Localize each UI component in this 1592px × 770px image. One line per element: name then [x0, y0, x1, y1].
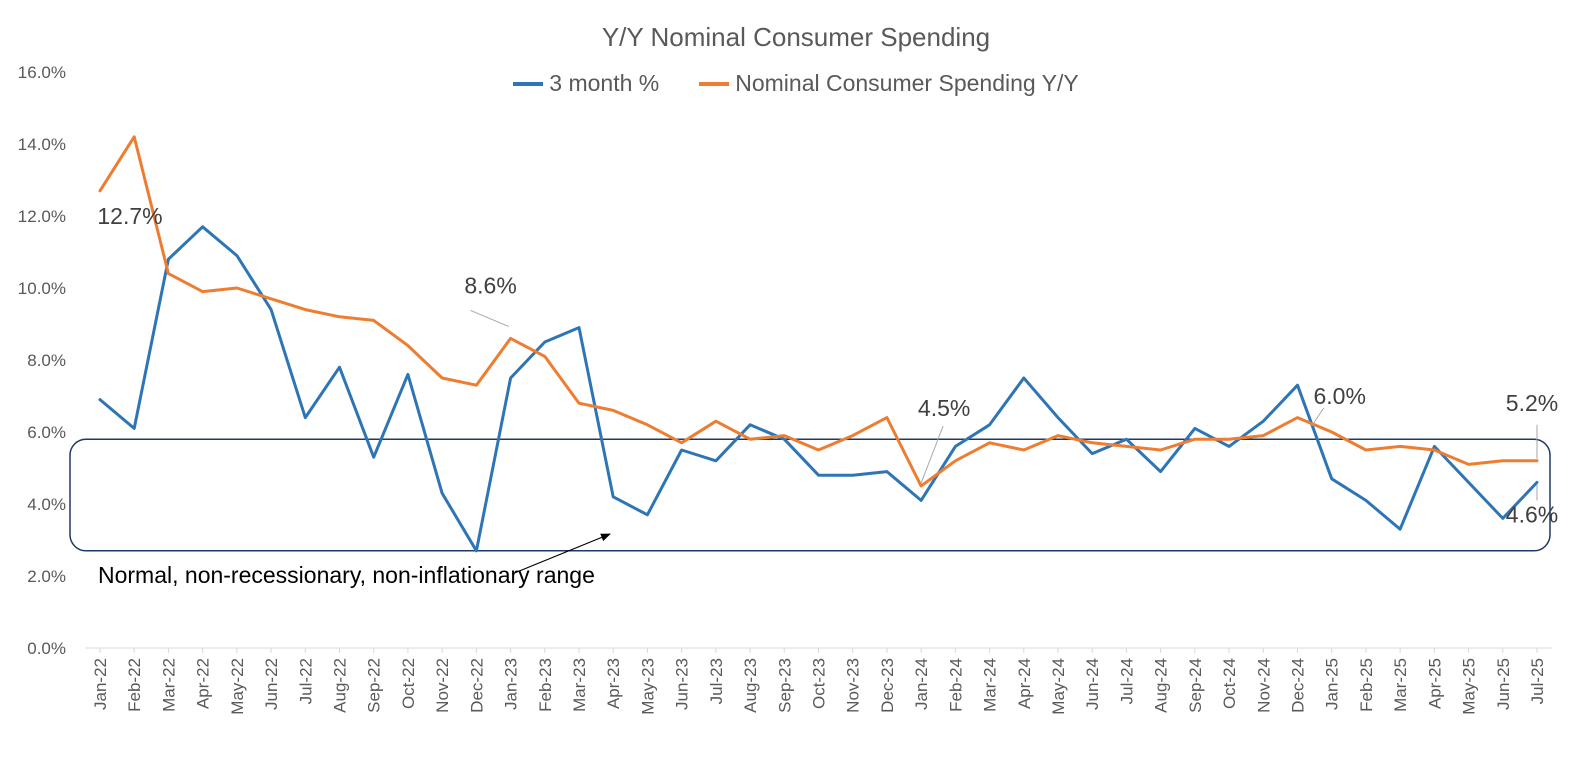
data-label: 12.7% — [97, 203, 162, 229]
annotation-leader-line — [920, 425, 944, 484]
y-tick-label: 10.0% — [18, 279, 66, 298]
x-tick-label: Feb-24 — [946, 658, 965, 712]
x-tick-label: Apr-23 — [604, 658, 623, 709]
y-tick-label: 12.0% — [18, 207, 66, 226]
x-tick-label: Jul-25 — [1528, 658, 1547, 704]
annotation-leader-line — [1311, 407, 1325, 427]
y-tick-label: 16.0% — [18, 63, 66, 82]
x-tick-label: May-23 — [638, 658, 657, 715]
x-tick-label: Aug-24 — [1152, 658, 1171, 713]
data-label: 5.2% — [1506, 390, 1558, 416]
x-tick-label: Mar-22 — [159, 658, 178, 712]
data-label: 4.6% — [1506, 501, 1558, 527]
x-tick-label: Oct-24 — [1220, 658, 1239, 709]
y-tick-label: 6.0% — [27, 423, 66, 442]
data-label: 4.5% — [918, 395, 970, 421]
x-tick-label: Jun-24 — [1083, 658, 1102, 710]
x-tick-label: Feb-23 — [536, 658, 555, 712]
y-tick-label: 8.0% — [27, 351, 66, 370]
y-tick-label: 0.0% — [27, 639, 66, 658]
chart-legend: 3 month % Nominal Consumer Spending Y/Y — [0, 70, 1592, 97]
normal-range-box — [69, 438, 1551, 552]
legend-swatch-3-month — [513, 81, 544, 86]
x-tick-label: Feb-22 — [125, 658, 144, 712]
x-tick-label: Dec-24 — [1289, 658, 1308, 713]
x-tick-label: May-24 — [1049, 658, 1068, 715]
x-tick-label: Jun-23 — [673, 658, 692, 710]
x-tick-label: Sep-23 — [775, 658, 794, 713]
x-tick-label: Sep-22 — [365, 658, 384, 713]
x-tick-label: Oct-22 — [399, 658, 418, 709]
legend-swatch-yoy — [699, 81, 730, 86]
x-tick-label: Nov-22 — [433, 658, 452, 713]
series-line-yoy — [98, 135, 1539, 488]
x-tick-label: May-22 — [228, 658, 247, 715]
legend-label-yoy: Nominal Consumer Spending Y/Y — [735, 70, 1079, 96]
x-tick-label: Mar-25 — [1391, 658, 1410, 712]
x-tick-label: Sep-24 — [1186, 658, 1205, 713]
x-tick-label: Jun-22 — [262, 658, 281, 710]
range-arrow — [511, 533, 611, 575]
data-label: 6.0% — [1313, 383, 1365, 409]
x-tick-label: Jan-25 — [1323, 658, 1342, 710]
x-tick-label: May-25 — [1460, 658, 1479, 715]
y-tick-label: 4.0% — [27, 495, 66, 514]
annotation-leader-line — [470, 309, 509, 327]
range-box-label: Normal, non-recessionary, non-inflationa… — [98, 562, 595, 588]
data-label: 8.6% — [464, 272, 516, 298]
x-tick-label: Mar-23 — [570, 658, 589, 712]
x-tick-label: Jul-24 — [1117, 658, 1136, 704]
x-tick-label: Aug-22 — [331, 658, 350, 713]
x-tick-label: Jun-25 — [1494, 658, 1513, 710]
y-tick-label: 14.0% — [18, 135, 66, 154]
y-tick-label: 2.0% — [27, 567, 66, 586]
legend-item-yoy: Nominal Consumer Spending Y/Y — [699, 70, 1079, 97]
x-tick-label: Dec-23 — [878, 658, 897, 713]
x-tick-label: Jan-23 — [502, 658, 521, 710]
x-tick-label: Jul-23 — [707, 658, 726, 704]
legend-label-3-month: 3 month % — [549, 70, 660, 96]
x-tick-label: Jan-24 — [912, 658, 931, 710]
x-tick-label: Jul-22 — [296, 658, 315, 704]
x-tick-label: Dec-22 — [467, 658, 486, 713]
legend-item-3-month: 3 month % — [513, 70, 659, 97]
x-tick-label: Oct-23 — [810, 658, 829, 709]
x-tick-label: Apr-22 — [194, 658, 213, 709]
series-line-3-month — [98, 225, 1539, 553]
x-tick-label: Aug-23 — [741, 658, 760, 713]
x-tick-label: Apr-25 — [1425, 658, 1444, 709]
x-tick-label: Nov-24 — [1254, 658, 1273, 713]
x-tick-label: Apr-24 — [1015, 658, 1034, 709]
x-tick-label: Feb-25 — [1357, 658, 1376, 712]
chart-title: Y/Y Nominal Consumer Spending — [601, 22, 991, 52]
x-tick-label: Mar-24 — [981, 658, 1000, 712]
x-tick-label: Jan-22 — [91, 658, 110, 710]
x-tick-label: Nov-23 — [844, 658, 863, 713]
